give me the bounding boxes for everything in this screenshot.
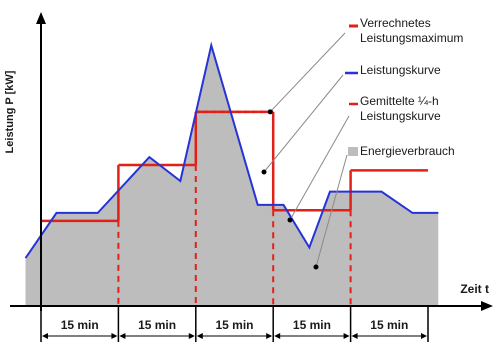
interval-arrow-right xyxy=(266,333,273,339)
y-axis-label: Leistung P [kW] xyxy=(4,70,16,153)
leader-max-dot xyxy=(267,109,273,115)
leader-avg xyxy=(289,115,350,221)
legend-swatch-energy xyxy=(348,147,358,156)
interval-arrow-right xyxy=(421,333,427,339)
interval-arrow-left xyxy=(196,333,203,339)
interval-arrow-right xyxy=(343,333,350,339)
x-axis-label: Zeit t xyxy=(460,282,489,296)
legend-label-avg: Gemittelte ¼-h Leistungskurve xyxy=(360,94,441,123)
leader-curve-dot xyxy=(261,169,267,175)
interval-arrow-left xyxy=(274,333,281,339)
leader-avg-dot xyxy=(287,217,293,223)
power-curve-line xyxy=(24,41,439,259)
interval-label: 15 min xyxy=(370,318,408,332)
legend-leaders xyxy=(261,32,350,270)
interval-label: 15 min xyxy=(215,318,253,332)
legend-label-curve: Leistungskurve xyxy=(360,63,441,77)
x-axis-arrow xyxy=(481,301,493,311)
axes: 15 min 15 min 15 min 15 min 15 min xyxy=(10,12,493,342)
legend: Verrechnetes Leistungsmaximum Leistungskur… xyxy=(345,16,463,158)
legend-label-energy: Energieverbrauch xyxy=(360,144,455,158)
interval-arrow-left xyxy=(42,333,48,339)
interval-arrow-left xyxy=(119,333,126,339)
leader-curve xyxy=(263,74,344,173)
y-axis-arrow xyxy=(36,12,46,24)
interval-label: 15 min xyxy=(293,318,331,332)
interval-arrow-right xyxy=(111,333,118,339)
curves xyxy=(24,41,439,259)
interval-arrow-right xyxy=(188,333,195,339)
interval-arrow-left xyxy=(351,333,358,339)
leader-energy-dot xyxy=(313,264,319,270)
leader-energy xyxy=(315,154,348,268)
interval-guides xyxy=(117,165,352,306)
energy-area-layer xyxy=(25,45,439,306)
axis-labels: Leistung P [kW] Zeit t xyxy=(4,70,489,296)
energy-area xyxy=(25,45,439,306)
leader-max xyxy=(269,32,346,113)
legend-label-max: Verrechnetes Leistungsmaximum xyxy=(360,16,463,45)
interval-label: 15 min xyxy=(138,318,176,332)
interval-label: 15 min xyxy=(61,318,99,332)
